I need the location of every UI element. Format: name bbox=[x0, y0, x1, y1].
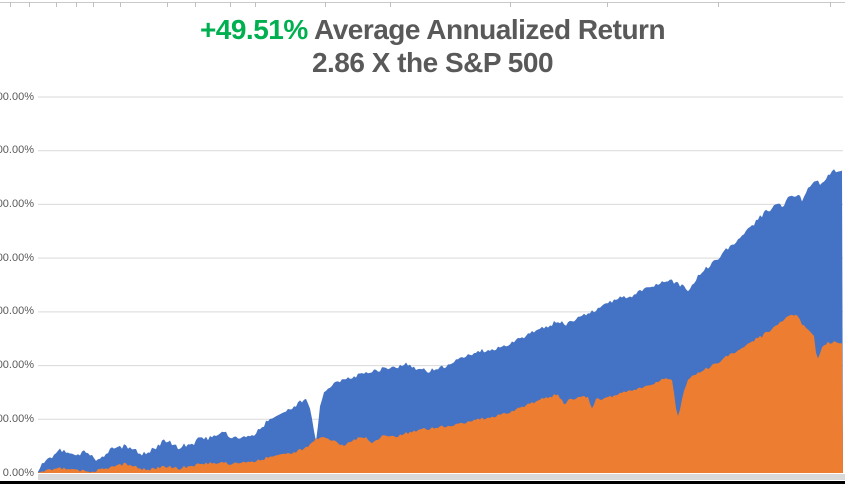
window-bottom-edge bbox=[0, 481, 845, 484]
x-axis-strip bbox=[38, 474, 845, 480]
chart-title: +49.51% Average Annualized Return 2.86 X… bbox=[10, 13, 845, 79]
y-axis-label: 00.00% bbox=[0, 359, 34, 372]
ruler-tick bbox=[510, 2, 511, 7]
chart-title-line2: 2.86 X the S&P 500 bbox=[311, 47, 554, 78]
y-axis-label: 00.00% bbox=[0, 412, 34, 425]
ruler-tick bbox=[120, 2, 121, 7]
ruler-tick bbox=[230, 2, 231, 7]
ruler-tick bbox=[29, 2, 30, 7]
ruler-tick bbox=[76, 2, 77, 7]
y-axis-label: 00.00% bbox=[0, 305, 34, 318]
title-return-percent: +49.51% bbox=[199, 14, 308, 45]
y-axis-label: 00.00% bbox=[0, 90, 34, 103]
ruler-tick bbox=[718, 2, 719, 7]
chart-title-line1: +49.51% Average Annualized Return bbox=[10, 13, 845, 46]
ruler-tick bbox=[167, 2, 168, 7]
y-axis-label: 00.00% bbox=[0, 144, 34, 157]
ruler-tick bbox=[607, 2, 608, 7]
ruler-tick bbox=[255, 2, 256, 7]
top-ruler-line bbox=[0, 2, 845, 3]
y-axis-label: 00.00% bbox=[0, 197, 34, 210]
title-line1-text: Average Annualized Return bbox=[307, 14, 666, 45]
ruler-tick bbox=[93, 2, 94, 7]
ruler-tick bbox=[325, 2, 326, 7]
y-axis-label: 0.00% bbox=[2, 466, 34, 479]
ruler-tick bbox=[830, 2, 831, 7]
ruler-tick bbox=[390, 2, 391, 7]
ruler-tick bbox=[10, 2, 11, 7]
orange-area-series bbox=[38, 314, 843, 473]
ruler-tick bbox=[56, 2, 57, 7]
y-axis-label: 00.00% bbox=[0, 251, 34, 264]
ruler-tick bbox=[195, 2, 196, 7]
